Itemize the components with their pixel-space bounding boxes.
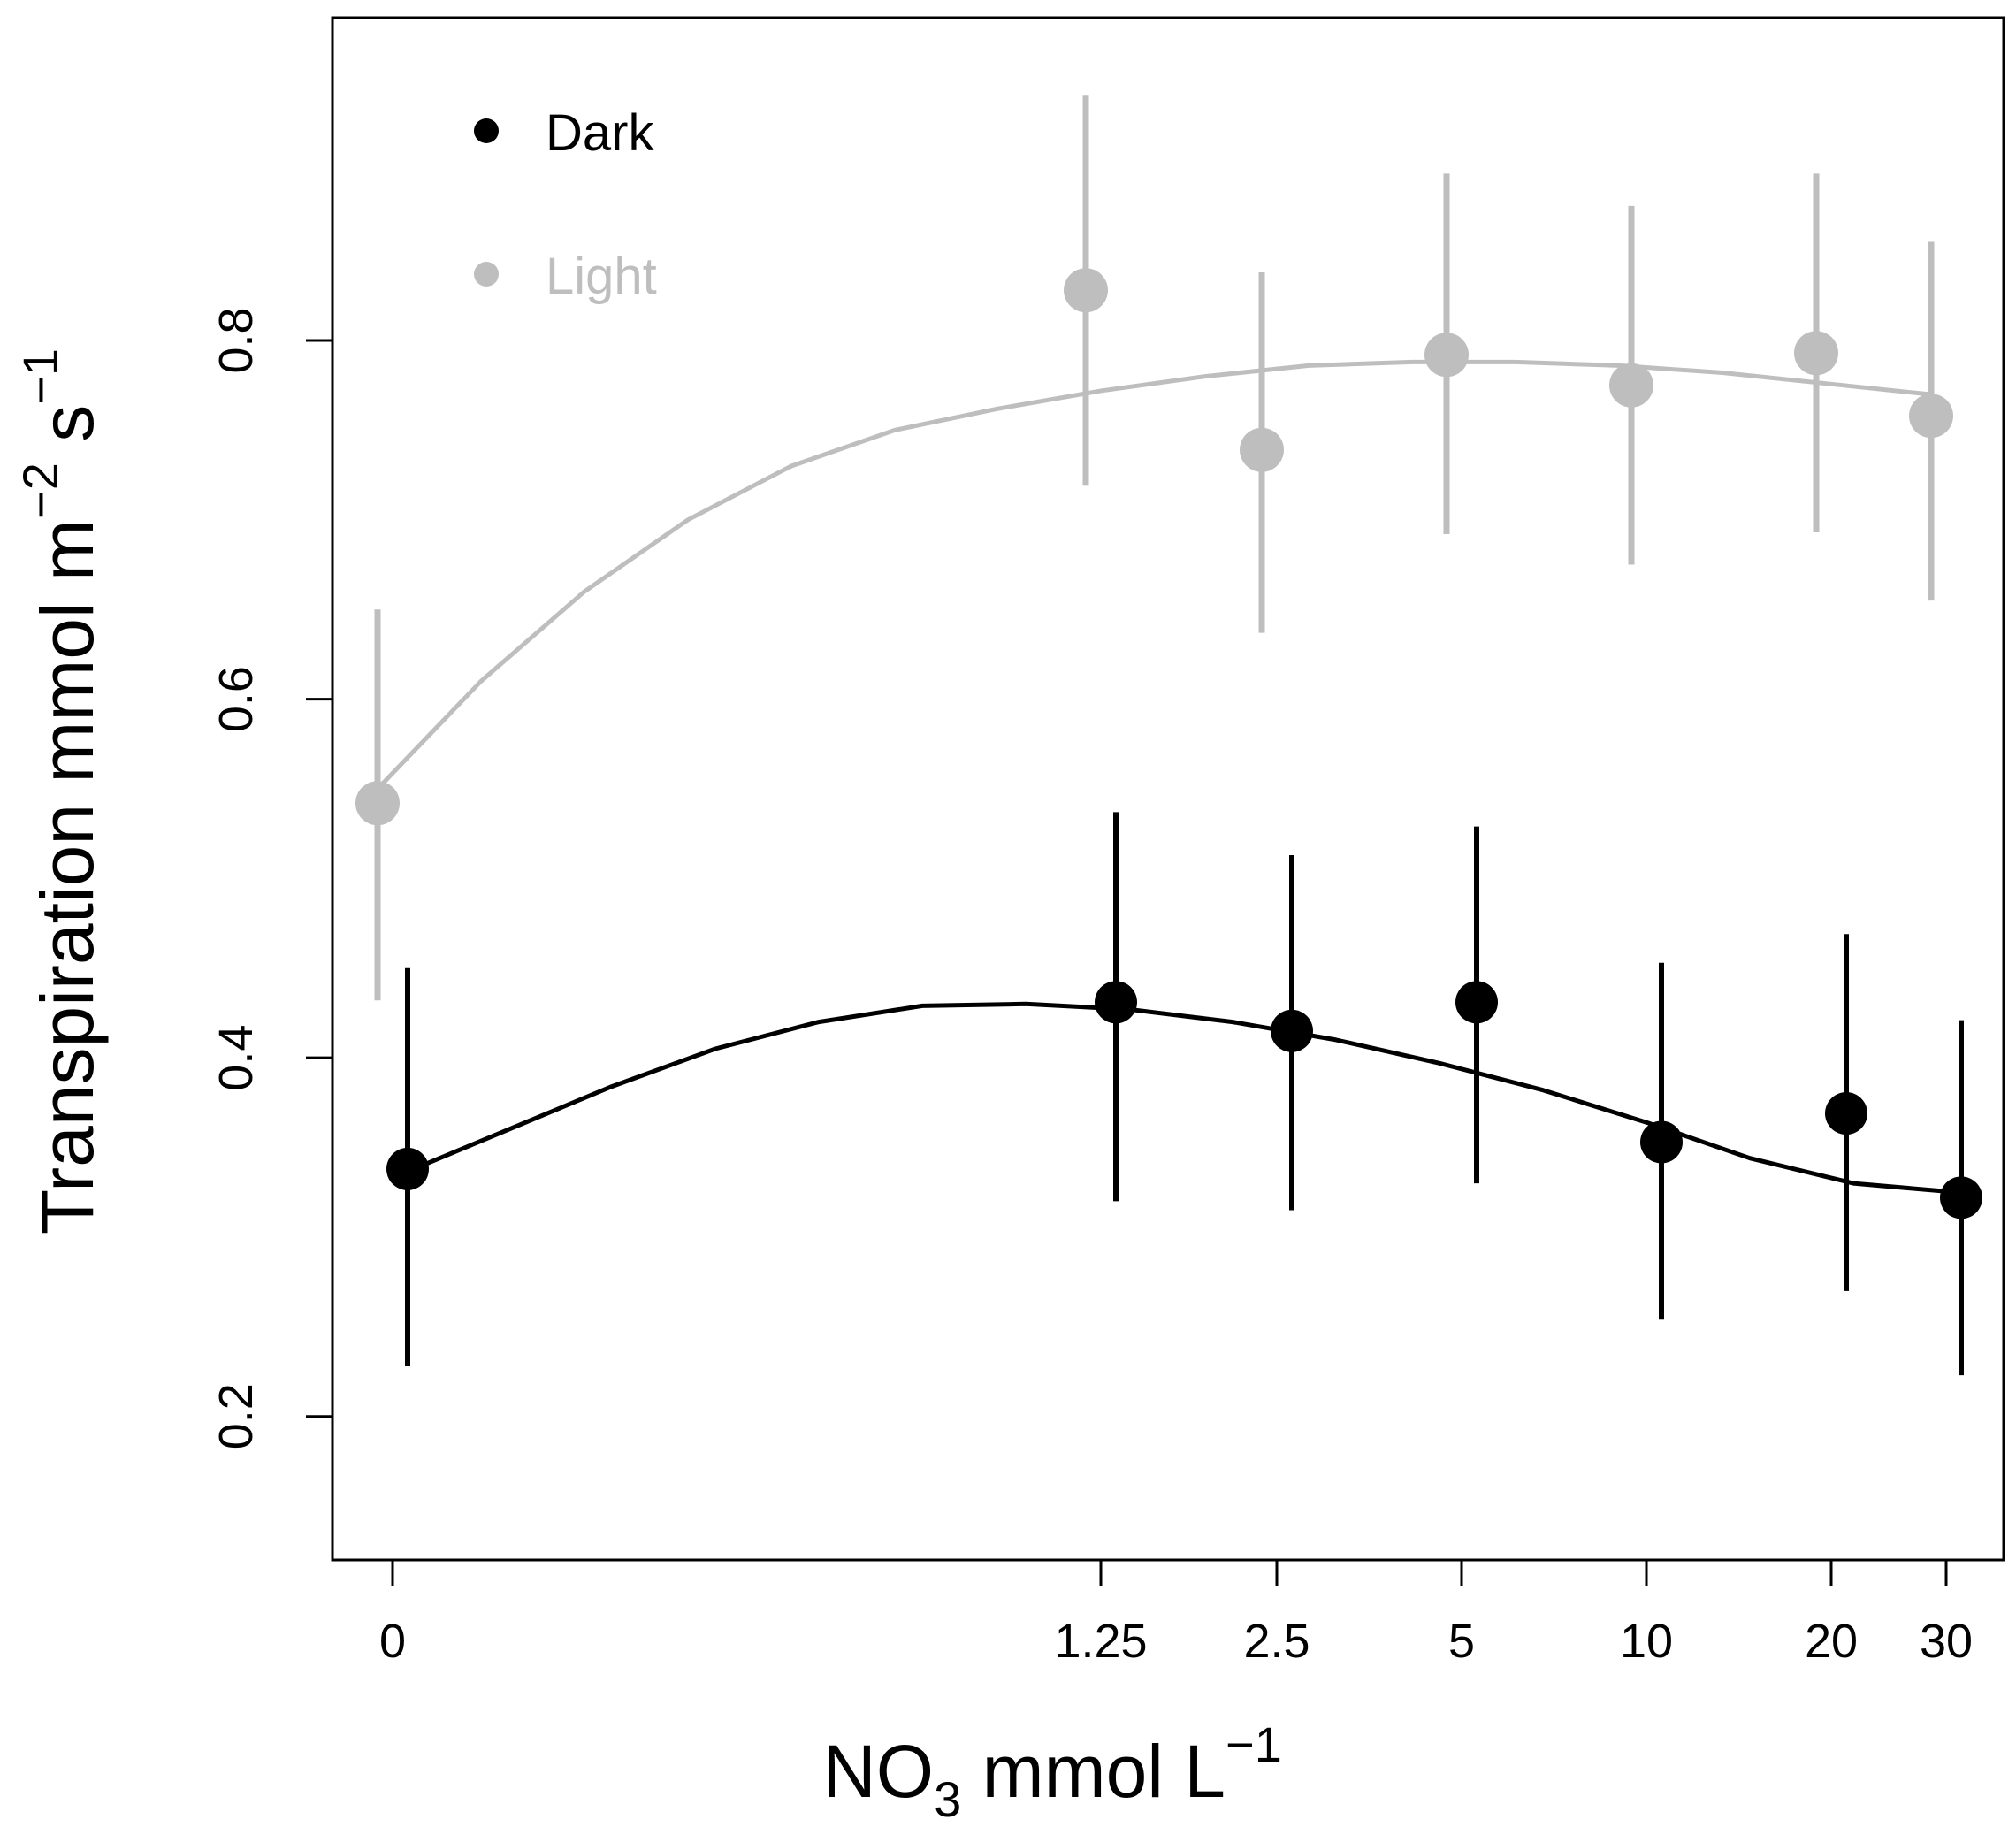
y-axis-title-sup1: −2 [12,462,68,519]
data-point-dark [1940,1176,1982,1219]
legend: Dark Light [474,104,657,305]
y-axis-title: Transpiration mmol m−2 s−1 [12,348,109,1235]
x-tick-label: 10 [1620,1615,1673,1668]
y-axis-title-mid: s [26,405,109,462]
data-point-light [1609,363,1653,408]
x-tick-label: 0 [379,1615,406,1668]
y-tick-label: 0.8 [210,307,263,373]
y-axis-title-sup2: −1 [12,348,68,405]
x-axis-title-main: NO [822,1730,934,1813]
x-tick-label: 1.25 [1054,1615,1147,1668]
x-tick-label: 20 [1805,1615,1858,1668]
legend-label-dark: Dark [546,104,654,162]
data-point-light [1794,331,1838,376]
x-axis-title-subscript: 3 [934,1771,961,1827]
data-point-dark [1271,1009,1313,1052]
x-tick-label: 5 [1448,1615,1475,1668]
data-point-dark [1095,981,1137,1024]
data-point-light [1064,268,1108,313]
data-point-dark [1640,1120,1683,1164]
legend-marker-light [474,262,499,287]
data-point-light [1240,427,1284,472]
fit-curve-dark [404,1001,1958,1195]
data-point-light [355,781,400,826]
x-tick-label: 30 [1920,1615,1973,1668]
fit-curve-light [376,359,1930,791]
data-point-dark [1455,981,1498,1024]
ticks: 0.2 0.4 0.6 0.8 0 1.25 2.5 5 10 20 30 [210,307,1973,1668]
data-point-dark [386,1147,429,1190]
data-point-light [1909,394,1953,439]
y-tick-label: 0.6 [210,666,263,732]
x-axis-title: NO3 mmol L−1 [822,1716,1282,1827]
series-dark [386,812,1982,1376]
series-light [355,95,1953,1001]
y-axis-title-main: Transpiration mmol m [26,519,109,1235]
y-tick-label: 0.4 [210,1025,263,1091]
data-point-light [1424,333,1469,378]
series-layer [355,95,1982,1376]
y-tick-label: 0.2 [210,1383,263,1449]
x-axis-title-unit: mmol L [961,1730,1226,1813]
x-axis-title-superscript: −1 [1226,1716,1282,1772]
legend-marker-dark [474,118,499,143]
data-point-dark [1825,1092,1867,1135]
legend-label-light: Light [546,248,657,305]
x-tick-label: 2.5 [1243,1615,1310,1668]
